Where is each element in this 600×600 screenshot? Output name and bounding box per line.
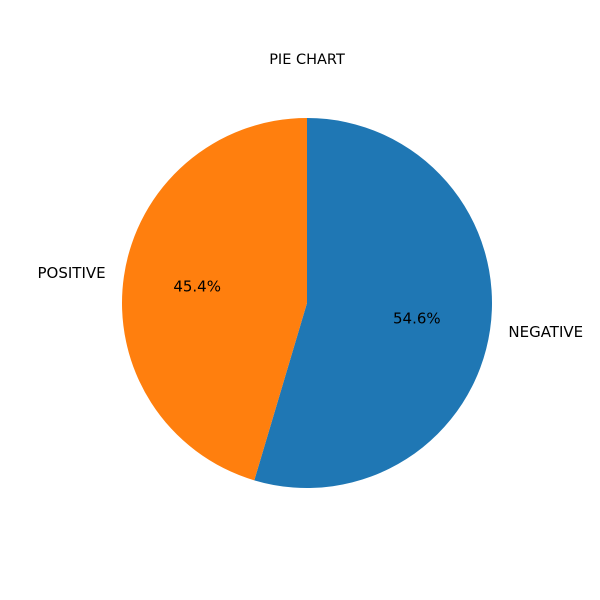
slice-percent-positive: 45.4% [173,278,221,296]
chart-title: PIE CHART [269,52,345,68]
pie-slice-positive [121,118,307,481]
pie-labels: NEGATIVE 54.6% POSITIVE 45.4% [37,264,583,341]
slice-label-negative: NEGATIVE [508,323,583,341]
slice-percent-negative: 54.6% [393,309,441,327]
pie-slices [121,118,492,488]
slice-label-positive: POSITIVE [37,264,105,282]
pie-slice-negative [254,118,492,488]
